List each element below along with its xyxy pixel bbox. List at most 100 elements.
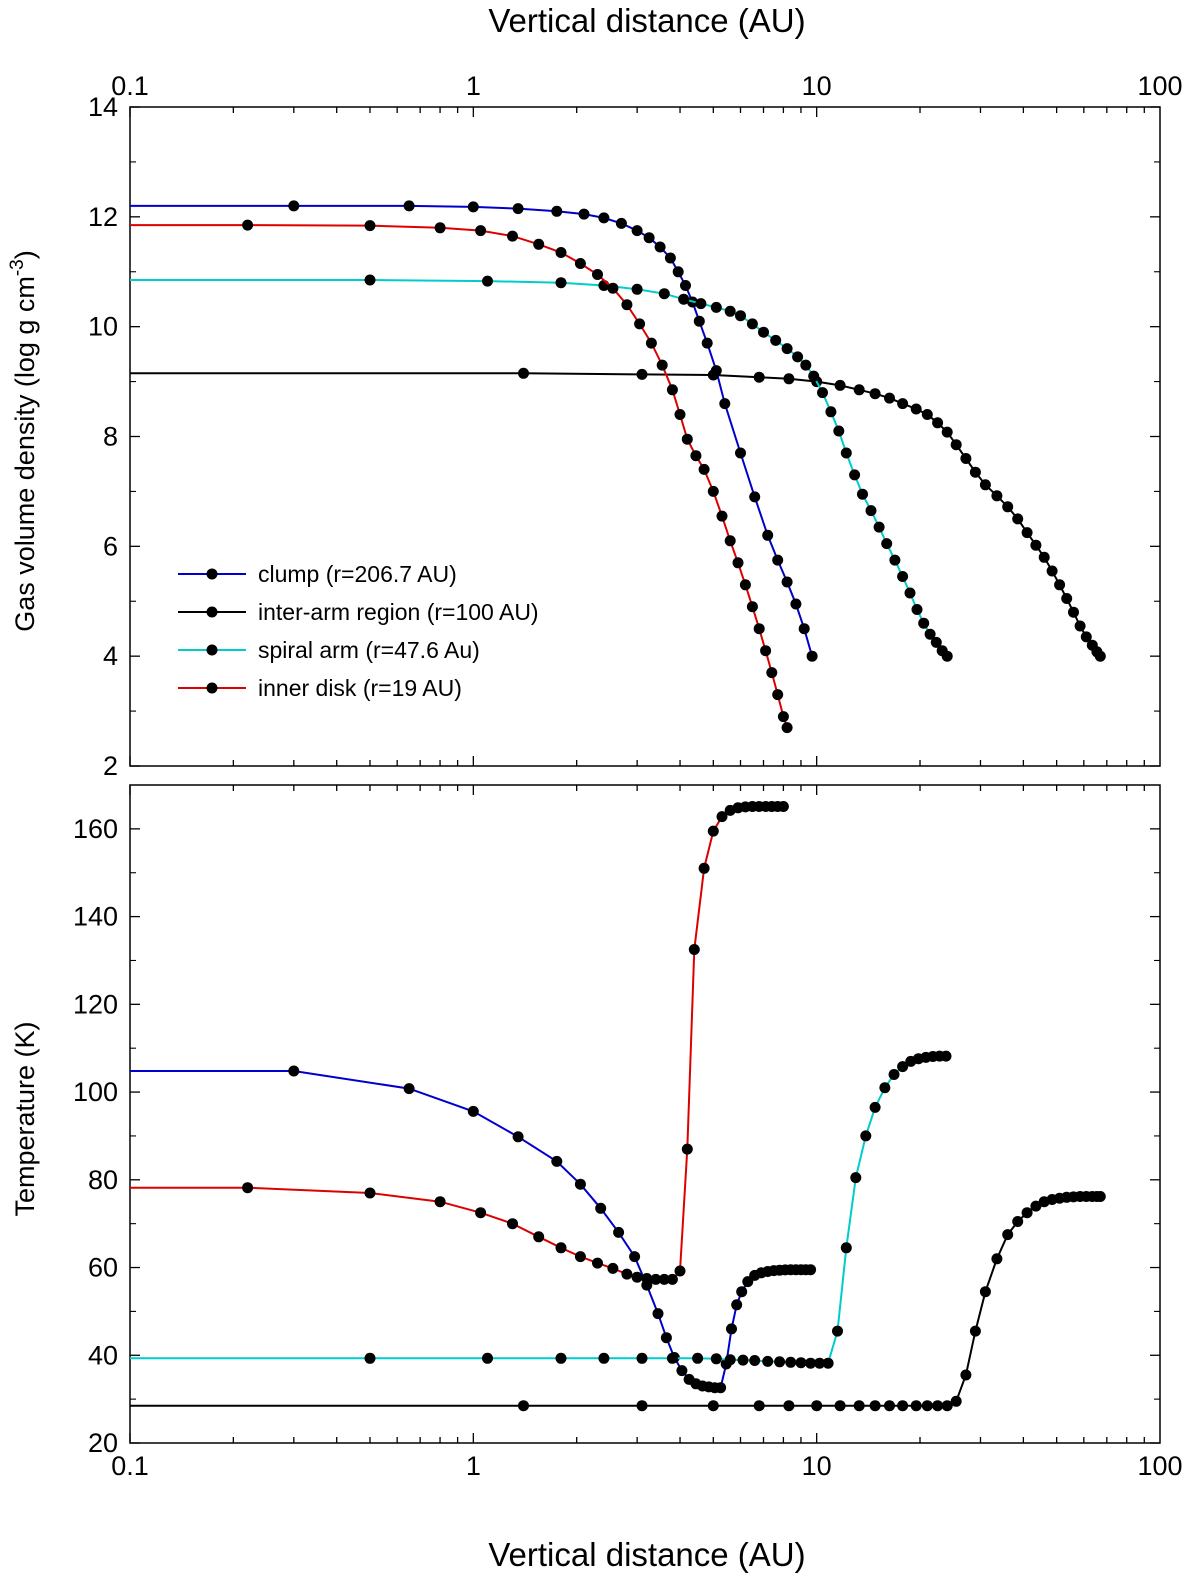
density-series-point-3 — [681, 433, 693, 445]
temperature-series-point-1 — [921, 1400, 933, 1412]
temperature-series-point-3 — [674, 1265, 686, 1277]
density-series-point-1 — [1021, 527, 1033, 539]
temperature-series-point-1 — [783, 1400, 795, 1412]
density-series-point-1 — [897, 398, 909, 410]
density-series-point-3 — [760, 645, 772, 657]
density-series-point-0 — [288, 200, 300, 212]
temperature-y-tick-label: 80 — [88, 1165, 118, 1195]
density-series-point-0 — [403, 200, 415, 212]
density-series-point-3 — [746, 601, 758, 613]
temperature-series-point-2 — [897, 1061, 909, 1073]
density-series-point-2 — [678, 293, 690, 305]
temperature-series-point-2 — [724, 1354, 736, 1366]
density-series-point-0 — [467, 201, 479, 213]
density-series-point-2 — [658, 288, 670, 300]
temperature-series-point-1 — [834, 1400, 846, 1412]
temperature-series-point-0 — [288, 1065, 300, 1077]
temperature-series-point-0 — [512, 1131, 524, 1143]
temperature-series-point-1 — [636, 1400, 648, 1412]
density-series-point-2 — [897, 571, 909, 582]
density-series-point-1 — [869, 388, 881, 400]
density-series-point-0 — [672, 266, 684, 278]
temperature-series-point-2 — [692, 1352, 704, 1364]
bottom-x-axis-title: Vertical distance (AU) — [488, 1536, 805, 1573]
temperature-series-point-2 — [666, 1352, 678, 1364]
density-series-point-0 — [512, 203, 524, 215]
temperature-series-line-3 — [130, 805, 784, 1281]
temperature-series-point-3 — [650, 1273, 662, 1285]
density-series-point-3 — [621, 299, 633, 311]
density-series-point-2 — [911, 604, 923, 615]
density-series-point-2 — [941, 650, 953, 662]
temperature-y-tick-label: 40 — [88, 1340, 118, 1370]
density-series-point-1 — [1080, 631, 1092, 643]
density-series-point-2 — [857, 488, 868, 500]
temperature-series-point-1 — [869, 1400, 881, 1412]
density-series-point-1 — [910, 403, 922, 415]
temperature-series-point-3 — [242, 1182, 254, 1194]
density-series-point-3 — [732, 557, 744, 569]
density-series-point-0 — [551, 205, 563, 217]
density-series-point-0 — [701, 337, 713, 349]
density-series-point-3 — [364, 220, 376, 232]
density-series-point-0 — [598, 212, 610, 224]
temperature-series-point-0 — [595, 1202, 607, 1214]
temperature-series-point-0 — [731, 1299, 743, 1311]
temperature-series-point-0 — [736, 1286, 748, 1298]
density-panel: 0.1 1 10 100 2 4 6 8 10 12 14 — [88, 71, 1183, 781]
density-series-point-1 — [960, 453, 972, 464]
density-x-tick-label: 10 — [802, 71, 832, 101]
density-series-point-3 — [475, 225, 487, 237]
density-series-point-0 — [643, 232, 655, 244]
density-series-point-1 — [969, 466, 981, 478]
temperature-y-tick-label: 160 — [73, 814, 118, 844]
density-series-point-2 — [840, 447, 852, 459]
density-series-point-0 — [654, 241, 666, 253]
temperature-series-point-2 — [364, 1352, 376, 1364]
temperature-series-point-1 — [853, 1400, 865, 1412]
density-series-point-2 — [555, 277, 567, 289]
density-y-tick-label: 8 — [103, 422, 118, 452]
density-series-point-1 — [1054, 579, 1066, 591]
legend-label: inner disk (r=19 AU) — [258, 675, 462, 701]
density-series-point-2 — [631, 283, 643, 295]
density-series-point-3 — [772, 689, 784, 701]
temperature-y-tick-label: 100 — [73, 1077, 118, 1107]
density-series-point-0 — [798, 623, 810, 635]
density-series-point-3 — [766, 667, 778, 679]
density-series-point-2 — [889, 554, 901, 566]
density-series-point-1 — [932, 417, 944, 429]
density-series-point-2 — [833, 425, 845, 437]
density-series-point-2 — [695, 298, 707, 310]
density-series-point-2 — [808, 370, 820, 382]
density-series-point-2 — [865, 505, 877, 517]
temperature-series-point-2 — [805, 1357, 817, 1369]
temperature-series-point-0 — [574, 1178, 586, 1190]
density-series-point-1 — [921, 409, 933, 420]
temperature-series-point-2 — [840, 1242, 852, 1254]
temperature-series-point-1 — [518, 1400, 529, 1412]
density-series-point-1 — [950, 439, 962, 451]
density-series-point-3 — [656, 359, 668, 371]
temperature-series-point-2 — [850, 1172, 862, 1184]
temperature-series-point-0 — [652, 1308, 664, 1320]
temperature-series-point-3 — [475, 1207, 487, 1219]
temperature-series-point-3 — [698, 862, 710, 874]
density-series-point-0 — [631, 225, 643, 237]
density-series-point-3 — [507, 230, 518, 242]
temperature-series-point-3 — [507, 1218, 518, 1230]
density-series-point-2 — [817, 387, 828, 399]
temperature-y-tick-label: 140 — [73, 902, 118, 932]
density-series-point-3 — [634, 318, 646, 330]
density-series-point-1 — [1038, 551, 1050, 563]
temperature-series-point-0 — [676, 1365, 688, 1377]
temperature-series-point-2 — [749, 1355, 761, 1366]
density-y-tick-label: 10 — [88, 312, 118, 342]
density-series-point-2 — [918, 617, 930, 629]
density-x-tick-label: 100 — [1137, 71, 1182, 101]
temperature-x-tick-label: 1 — [466, 1451, 481, 1481]
temperature-y-tick-label: 20 — [88, 1428, 118, 1458]
temperature-y-tick-label: 120 — [73, 989, 118, 1019]
density-series-point-3 — [781, 722, 793, 734]
